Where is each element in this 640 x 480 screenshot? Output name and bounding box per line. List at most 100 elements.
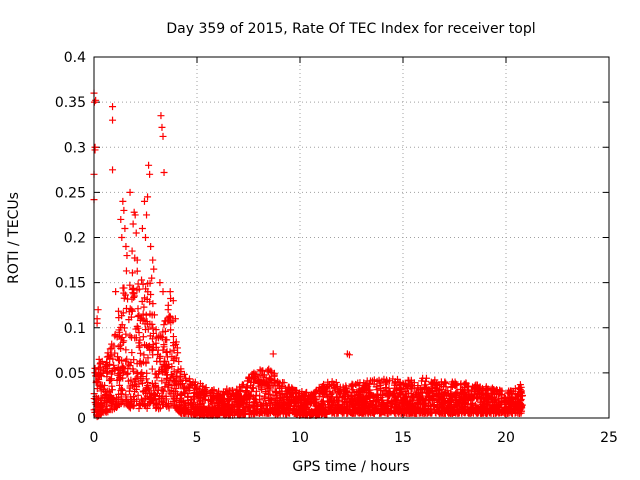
data-point [106, 405, 114, 413]
data-point [266, 386, 274, 394]
data-point [135, 329, 143, 337]
data-point [270, 376, 278, 384]
data-point [153, 389, 161, 397]
data-point [109, 103, 117, 111]
data-point [269, 381, 277, 389]
data-point [201, 405, 209, 413]
data-point [142, 394, 150, 402]
data-point [162, 395, 170, 403]
data-point [359, 391, 367, 399]
data-point [347, 392, 355, 400]
data-point [447, 409, 455, 417]
data-point [138, 224, 146, 232]
data-point [516, 396, 524, 404]
data-point [264, 366, 272, 374]
data-point [241, 411, 249, 419]
data-point [271, 387, 279, 395]
data-point [308, 392, 316, 400]
data-point [132, 229, 140, 237]
data-point [164, 306, 172, 314]
y-tick-label: 0.1 [64, 321, 86, 337]
data-point [318, 404, 326, 412]
data-point [498, 391, 506, 399]
data-point [217, 404, 225, 412]
data-point [137, 395, 145, 403]
data-point [149, 256, 157, 264]
data-point [133, 382, 141, 390]
data-point [257, 384, 265, 392]
data-point [136, 399, 144, 407]
data-point [133, 286, 141, 294]
data-point [142, 234, 149, 241]
data-point [466, 408, 474, 416]
data-point [491, 388, 499, 396]
data-point [161, 368, 169, 376]
data-point [122, 243, 130, 251]
data-point [97, 372, 105, 380]
data-point [180, 370, 188, 378]
data-point [170, 388, 178, 396]
data-point [253, 402, 261, 410]
data-point [144, 325, 152, 333]
data-point [280, 400, 288, 408]
data-point [227, 405, 235, 413]
data-point [382, 402, 390, 410]
data-point [338, 405, 346, 413]
data-point [130, 290, 138, 298]
data-point [412, 407, 420, 415]
data-point [93, 385, 101, 393]
data-point [120, 337, 128, 345]
x-tick-label: 5 [193, 430, 202, 446]
data-point [177, 376, 185, 384]
data-point [444, 408, 452, 416]
data-point [395, 407, 403, 415]
data-point [203, 389, 211, 397]
data-point [172, 354, 180, 362]
data-point [431, 376, 439, 384]
data-point [422, 400, 430, 408]
data-point [358, 409, 366, 417]
data-point [259, 367, 267, 375]
data-point [147, 291, 155, 299]
data-point [469, 404, 477, 412]
data-point [408, 405, 416, 413]
data-point [278, 384, 286, 392]
data-point [156, 279, 164, 287]
data-point [130, 401, 138, 409]
data-point [482, 391, 490, 399]
data-point [488, 398, 496, 406]
x-tick-label: 25 [600, 430, 618, 446]
data-point [107, 351, 115, 359]
data-point [186, 380, 194, 388]
data-point [386, 377, 394, 385]
data-point [245, 392, 253, 400]
data-point [143, 211, 151, 219]
data-point [118, 234, 126, 241]
data-point [93, 413, 101, 421]
data-point [496, 409, 504, 417]
data-point [358, 384, 366, 392]
data-point [422, 377, 430, 385]
data-point [349, 386, 357, 394]
data-point [309, 390, 317, 398]
data-point [118, 356, 126, 364]
y-tick-label: 0.25 [55, 185, 86, 201]
data-point [472, 406, 480, 414]
data-point [156, 352, 164, 360]
data-point [276, 389, 284, 397]
x-axis-label: GPS time / hours [292, 459, 409, 475]
data-point [124, 377, 132, 385]
data-point [196, 397, 204, 405]
data-point [424, 393, 432, 401]
data-point [506, 403, 514, 411]
data-point [123, 370, 131, 378]
data-point [342, 384, 350, 392]
data-point [118, 312, 126, 320]
data-point [94, 378, 102, 386]
data-point [130, 356, 138, 364]
data-point [267, 367, 275, 375]
data-point [136, 357, 144, 365]
data-point [110, 361, 118, 369]
data-point [497, 400, 505, 408]
data-point [276, 399, 284, 407]
